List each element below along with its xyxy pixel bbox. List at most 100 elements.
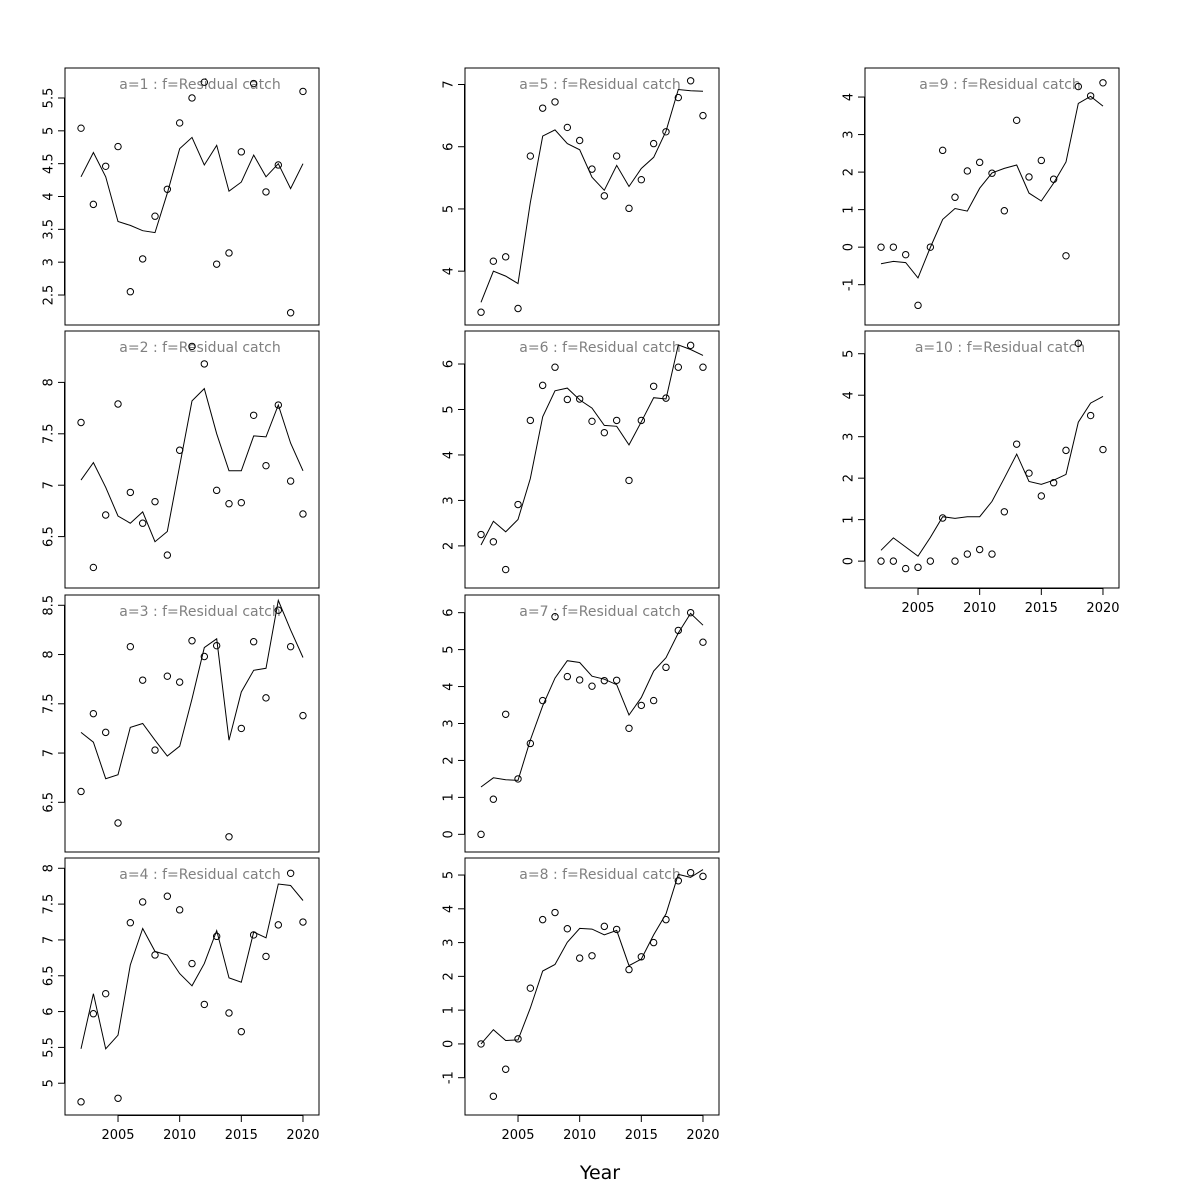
data-point <box>951 193 959 201</box>
panel-title: a=9 : f=Residual catch <box>919 77 1080 93</box>
x-tick-label: 2020 <box>286 1128 319 1143</box>
data-point <box>1099 445 1107 454</box>
data-point <box>274 921 283 929</box>
data-point <box>914 301 922 310</box>
data-point <box>563 925 572 933</box>
data-point <box>489 538 498 546</box>
data-point <box>225 1009 233 1017</box>
y-tick-label: 3 <box>842 433 857 441</box>
data-point <box>299 510 307 518</box>
data-point <box>551 908 559 917</box>
y-tick-label: 6.5 <box>42 526 57 547</box>
data-point <box>938 146 947 155</box>
y-tick-label: 1 <box>842 205 857 213</box>
data-point <box>77 418 85 427</box>
data-point <box>662 128 670 136</box>
data-point <box>914 563 922 572</box>
y-tick-label: 4.5 <box>42 153 57 174</box>
data-point <box>249 79 258 88</box>
y-tick-label: 7 <box>42 481 57 489</box>
data-point <box>101 728 110 737</box>
fitted-line <box>480 612 704 788</box>
y-axis: 0 1 2 3 4 5 <box>842 350 865 565</box>
data-point <box>126 642 135 651</box>
y-tick-label: 5.5 <box>42 1037 57 1058</box>
data-point <box>588 952 596 960</box>
y-tick-label: 7 <box>42 749 57 757</box>
data-point <box>1062 446 1070 455</box>
y-tick-label: 7 <box>42 936 57 944</box>
observed-points <box>77 869 307 1106</box>
y-tick-label: 4 <box>842 93 857 101</box>
y-tick-label: 6 <box>442 143 457 151</box>
data-point <box>877 243 885 251</box>
y-axis: 6.5 7 7.5 8 <box>42 378 65 547</box>
data-point <box>1049 175 1058 183</box>
data-point <box>77 124 85 132</box>
data-point <box>1000 508 1009 516</box>
data-point <box>889 243 898 251</box>
y-tick-label: 2 <box>442 542 457 550</box>
y-axis: 0 1 2 3 4 5 6 <box>442 609 465 838</box>
data-point <box>526 416 535 425</box>
data-point <box>975 545 984 554</box>
data-point <box>138 898 147 906</box>
y-tick-label: 0 <box>442 830 457 838</box>
data-point <box>1037 156 1046 165</box>
y-tick-label: -1 <box>442 1071 457 1084</box>
y-tick-label: 5 <box>442 871 457 879</box>
data-point <box>299 87 307 96</box>
data-point <box>89 200 98 209</box>
y-tick-label: 5 <box>442 645 457 653</box>
data-point <box>674 93 683 102</box>
x-tick-label: 2015 <box>1025 601 1058 616</box>
data-point <box>163 551 172 559</box>
panel-title: a=8 : f=Residual catch <box>519 867 680 883</box>
y-tick-label: 3 <box>442 938 457 946</box>
y-tick-label: 5 <box>42 1079 57 1087</box>
data-point <box>126 919 135 927</box>
y-tick-label: 4 <box>842 391 857 399</box>
y-tick-label: 0 <box>442 1040 457 1048</box>
data-point <box>600 676 609 685</box>
y-axis: 2 3 4 5 6 <box>442 360 465 550</box>
data-point <box>637 176 646 184</box>
data-point <box>1025 173 1033 181</box>
data-point <box>89 563 98 572</box>
data-point <box>477 830 485 839</box>
panels: a=1 : f=Residual catch 2.5 3 3.5 4 4.5 5 5.5 a=2… <box>42 67 1120 1143</box>
y-tick-label: -1 <box>842 278 857 291</box>
y-tick-label: 4 <box>442 682 457 690</box>
y-tick-label: 5 <box>842 350 857 358</box>
y-tick-label: 8 <box>42 864 57 872</box>
data-point <box>514 775 522 783</box>
data-point <box>262 188 270 196</box>
data-point <box>489 1092 498 1100</box>
y-axis: -1 0 1 2 3 4 5 <box>442 871 465 1084</box>
data-point <box>212 641 221 650</box>
data-point <box>551 613 559 621</box>
y-tick-label: 1 <box>442 793 457 801</box>
x-tick-label: 2010 <box>163 1128 196 1143</box>
data-point <box>538 381 547 390</box>
data-point <box>612 676 621 684</box>
data-point <box>77 787 85 796</box>
y-axis: 2.5 3 3.5 4 4.5 5 5.5 <box>42 88 65 305</box>
data-point <box>1012 116 1021 125</box>
data-point <box>600 192 609 200</box>
y-tick-label: 7.5 <box>42 693 57 714</box>
data-point <box>114 1094 122 1102</box>
data-point <box>200 360 209 368</box>
y-tick-label: 4 <box>442 905 457 913</box>
data-point <box>649 696 658 705</box>
data-point <box>662 663 670 672</box>
data-point <box>625 476 633 485</box>
y-tick-label: 5 <box>442 205 457 213</box>
data-point <box>563 672 572 681</box>
fitted-line <box>880 95 1104 279</box>
data-point <box>151 951 159 959</box>
fitted-line <box>80 598 304 780</box>
data-point <box>1086 411 1095 420</box>
